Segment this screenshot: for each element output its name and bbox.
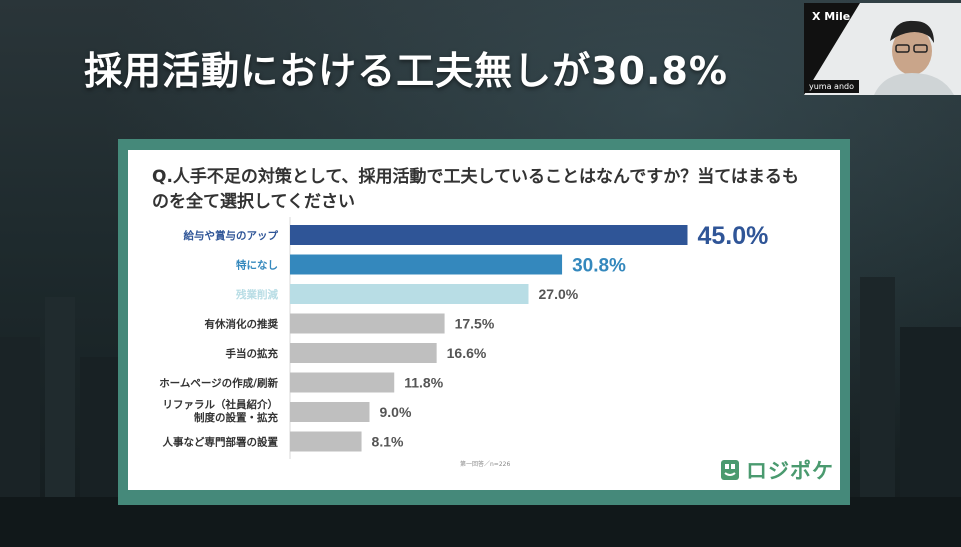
category-label-4: 有休消化の推奨	[205, 318, 279, 331]
value-label-4: 17.5%	[455, 316, 495, 332]
bar-2	[290, 254, 563, 275]
value-label-8: 8.1%	[372, 434, 404, 450]
category-label-5: 手当の拡充	[226, 347, 279, 360]
slide-title: 採用活動における工夫無しが30.8%	[84, 49, 728, 93]
value-label-5: 16.6%	[447, 345, 487, 361]
category-label-7: リファラル（社員紹介）制度の設置・拡充	[163, 398, 279, 424]
value-label-6: 11.8%	[404, 375, 443, 391]
chart-note: 第一回答／n=226	[460, 461, 511, 468]
brand-logo: ロジポケ	[720, 455, 834, 485]
webcam-name-tag: yuma ando	[804, 80, 859, 93]
bar-7	[290, 402, 370, 422]
bar-6	[290, 372, 395, 393]
webcam-logo-background	[804, 3, 860, 95]
category-label-6: ホームページの作成/刷新	[159, 377, 278, 390]
bar-3	[290, 284, 529, 304]
value-label-3: 27.0%	[539, 286, 579, 302]
value-label-1: 45.0%	[698, 222, 769, 250]
brand-name: ロジポケ	[746, 459, 834, 483]
category-label-8: 人事など専門部署の設置	[163, 436, 279, 449]
category-label-1: 給与や賞与のアップ	[184, 229, 279, 242]
webcam-overlay: X Mile yuma ando	[804, 3, 961, 95]
city-skyline	[0, 277, 961, 547]
bar-5	[290, 343, 437, 363]
value-label-2: 30.8%	[572, 255, 626, 276]
chart-card	[128, 150, 840, 490]
value-label-7: 9.0%	[380, 404, 412, 420]
category-label-3: 残業削減	[236, 288, 278, 301]
presenter-avatar	[874, 20, 954, 95]
webcam-logo: X Mile	[812, 10, 851, 23]
bar-chart: 給与や賞与のアップ 45.0% 特になし 30.8% 残業削減 27.0% 有休消化の推奨 1…	[159, 217, 769, 459]
category-label-2: 特になし	[236, 259, 278, 272]
bar-4	[290, 313, 445, 334]
chart-question: Q.人手不足の対策として、採用活動で工夫していることはなんですか？当てはまるもの…	[152, 167, 799, 212]
bar-8	[290, 431, 362, 452]
bar-1	[290, 225, 688, 245]
brand-icon	[721, 460, 739, 480]
